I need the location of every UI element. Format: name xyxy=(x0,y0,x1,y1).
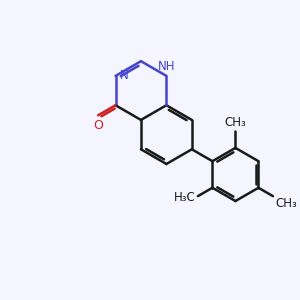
Text: H₃C: H₃C xyxy=(174,191,196,204)
Text: NH: NH xyxy=(158,60,175,73)
Text: CH₃: CH₃ xyxy=(225,116,246,129)
Text: N: N xyxy=(120,69,128,82)
Text: CH₃: CH₃ xyxy=(275,197,297,210)
Text: O: O xyxy=(93,119,103,132)
